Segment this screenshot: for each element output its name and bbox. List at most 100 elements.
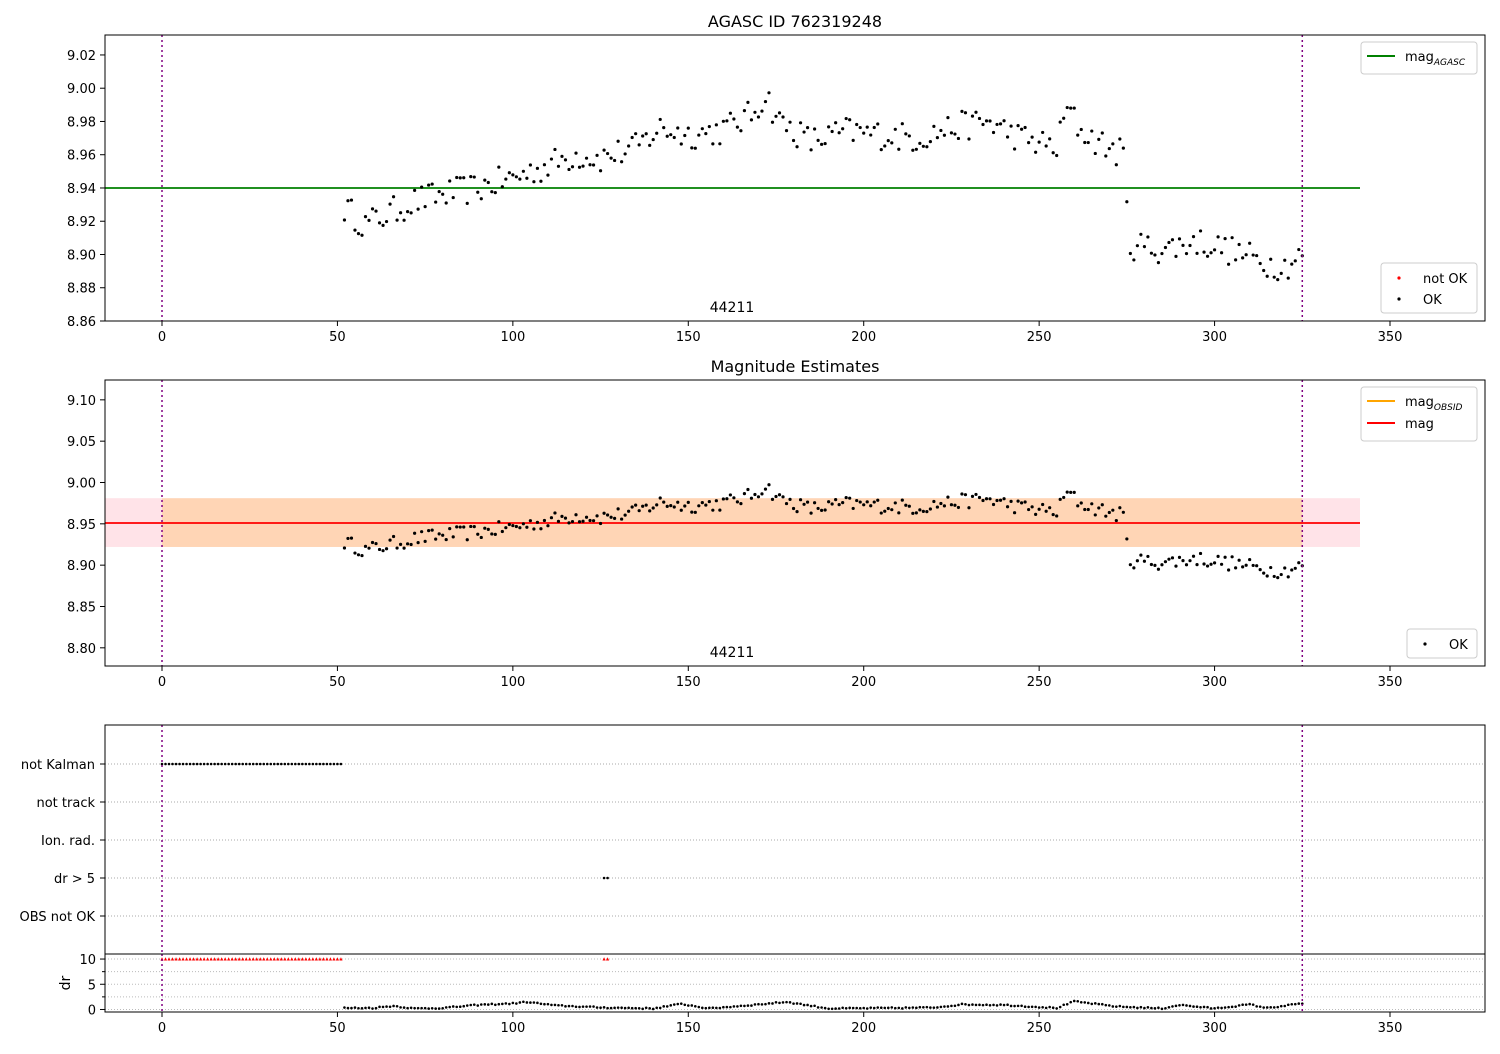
agasc-point bbox=[1128, 251, 1132, 256]
agasc-point bbox=[500, 185, 504, 189]
dr-point bbox=[543, 1002, 546, 1006]
agasc-point bbox=[588, 163, 592, 167]
magnitude-point bbox=[746, 487, 750, 492]
magnitude-point bbox=[735, 500, 740, 504]
dr-axis-label: dr bbox=[58, 975, 74, 990]
dr-point bbox=[620, 1006, 623, 1010]
magnitude-point bbox=[1016, 499, 1020, 503]
agasc-point bbox=[700, 127, 704, 131]
magnitude-point bbox=[1128, 563, 1132, 567]
agasc-point bbox=[1069, 106, 1073, 110]
dr-point bbox=[1199, 1006, 1202, 1009]
magnitude-point bbox=[1142, 559, 1146, 563]
agasc-xtick-label: 100 bbox=[500, 330, 525, 345]
dr-point bbox=[381, 1005, 385, 1009]
flags-point bbox=[322, 762, 325, 766]
agasc-point bbox=[595, 153, 599, 157]
flags-point bbox=[265, 762, 269, 766]
dr-point bbox=[760, 1003, 764, 1006]
magnitude-legend-line-label: mag bbox=[1405, 417, 1434, 432]
magnitude-point bbox=[946, 495, 950, 499]
agasc-point bbox=[984, 119, 989, 123]
dr-capped-point bbox=[304, 957, 308, 961]
agasc-point bbox=[1177, 237, 1182, 241]
dr-point bbox=[943, 1005, 946, 1008]
flags-point bbox=[178, 762, 181, 766]
dr-point bbox=[1129, 1005, 1132, 1009]
dr-point bbox=[897, 1006, 901, 1010]
agasc-point bbox=[1146, 235, 1150, 239]
agasc-point bbox=[1044, 144, 1048, 148]
magnitude-point bbox=[753, 492, 757, 497]
agasc-point bbox=[970, 114, 975, 118]
agasc-point bbox=[384, 219, 389, 224]
agasc-point bbox=[851, 138, 855, 142]
dr-point bbox=[399, 1006, 402, 1009]
dr-capped-point bbox=[237, 957, 241, 961]
magnitude-point bbox=[1111, 508, 1115, 512]
magnitude-point bbox=[665, 504, 669, 508]
magnitude-point bbox=[900, 498, 904, 502]
agasc-point bbox=[486, 180, 490, 185]
agasc-point bbox=[770, 120, 775, 124]
agasc-point bbox=[637, 143, 641, 147]
dr-point bbox=[350, 1006, 353, 1010]
agasc-point bbox=[914, 147, 918, 151]
dr-point bbox=[1255, 1005, 1258, 1008]
agasc-point bbox=[623, 152, 627, 156]
agasc-point bbox=[1227, 262, 1231, 266]
magnitude-point bbox=[1051, 512, 1055, 517]
magnitude-point bbox=[1012, 511, 1017, 515]
agasc-point bbox=[1149, 251, 1154, 255]
magnitude-point bbox=[1230, 555, 1234, 559]
dr-point bbox=[550, 1003, 553, 1007]
agasc-point bbox=[598, 169, 603, 173]
dr-point bbox=[651, 1007, 655, 1011]
dr-capped-point bbox=[293, 957, 297, 961]
dr-point bbox=[413, 1006, 416, 1010]
dr-capped-point bbox=[265, 957, 269, 961]
agasc-point bbox=[928, 139, 932, 144]
dr-point bbox=[862, 1006, 866, 1010]
agasc-point bbox=[549, 157, 554, 161]
agasc-xtick-label: 200 bbox=[851, 330, 876, 345]
magnitude-point bbox=[1062, 495, 1066, 500]
magnitude-point bbox=[1037, 507, 1041, 511]
magnitude-point bbox=[1041, 502, 1045, 507]
agasc-point bbox=[939, 128, 943, 133]
dr-capped-point bbox=[290, 957, 294, 961]
magnitude-ytick-label: 8.80 bbox=[67, 642, 96, 657]
dr-capped-point bbox=[181, 957, 185, 961]
magnitude-point bbox=[855, 498, 859, 503]
dr-point bbox=[585, 1005, 588, 1008]
flags-point bbox=[287, 762, 290, 766]
dr-point bbox=[967, 1003, 971, 1007]
magnitude-point bbox=[1005, 505, 1010, 509]
agasc-point bbox=[377, 221, 382, 225]
agasc-point bbox=[935, 136, 939, 140]
dr-point bbox=[476, 1004, 480, 1007]
magnitude-point bbox=[616, 507, 620, 511]
dr-xtick-label: 50 bbox=[329, 1021, 346, 1036]
dr-capped-point bbox=[311, 957, 315, 961]
magnitude-point bbox=[1195, 562, 1199, 567]
dr-point bbox=[553, 1003, 557, 1007]
dr-point bbox=[669, 1004, 673, 1007]
magnitude-point bbox=[672, 505, 676, 509]
agasc-point bbox=[753, 110, 757, 114]
dr-point bbox=[985, 1003, 988, 1006]
dr-point bbox=[367, 1006, 371, 1010]
agasc-point bbox=[434, 200, 438, 204]
dr-point bbox=[1034, 1005, 1037, 1009]
dr-point bbox=[469, 1003, 473, 1007]
magnitude-point bbox=[732, 496, 736, 500]
dr-point bbox=[644, 1006, 648, 1010]
agasc-point bbox=[634, 132, 638, 136]
agasc-point bbox=[1297, 247, 1301, 252]
magnitude-point bbox=[458, 525, 462, 529]
agasc-point bbox=[1114, 163, 1118, 167]
dr-point bbox=[357, 1006, 360, 1010]
magnitude-point bbox=[598, 521, 603, 526]
magnitude-point bbox=[398, 542, 403, 547]
dr-point bbox=[515, 1002, 518, 1005]
